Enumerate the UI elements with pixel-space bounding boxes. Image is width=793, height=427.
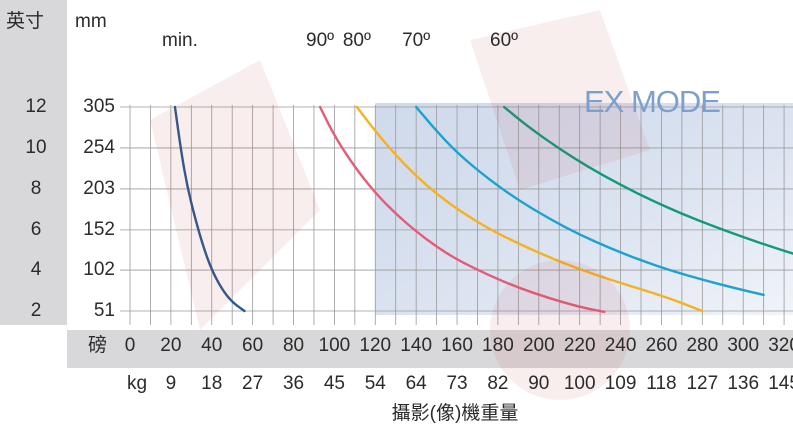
x-tick-label-lb: 220 (563, 335, 596, 356)
y-tick-label-mm: 102 (83, 259, 115, 281)
x-tick-label-lb: 20 (160, 335, 182, 356)
x-tick-label-lb: 60 (242, 335, 264, 356)
x-tick-label-kg: 90 (528, 373, 550, 394)
kg-unit-label: kg (127, 373, 148, 394)
x-tick-label-lb: 240 (604, 335, 637, 356)
y-tick-label-mm: 152 (83, 218, 115, 240)
series-line (318, 105, 606, 314)
x-tick-label-kg: 82 (487, 373, 509, 394)
x-tick-label-lb: 320 (768, 335, 793, 356)
series-line (502, 105, 793, 255)
x-tick-label-lb: 120 (359, 335, 392, 356)
x-tick-label-kg: 100 (563, 373, 596, 394)
x-tick-label-kg: 136 (727, 373, 760, 394)
series-line (414, 105, 765, 297)
y-tick-label-inch: 8 (30, 177, 42, 199)
x-tick-label-kg: 36 (282, 373, 305, 394)
x-tick-label-kg: 118 (646, 373, 677, 394)
inch-unit-label: 英寸 (6, 11, 45, 32)
y-tick-label-mm: 203 (83, 177, 115, 199)
x-tick-label-kg: 18 (201, 373, 223, 394)
x-tick-label-lb: 40 (201, 335, 223, 356)
x-tick-label-kg: 27 (242, 373, 264, 394)
y-axis-band (0, 0, 67, 325)
x-tick-label-kg: 127 (686, 373, 719, 394)
series-label: 90º (306, 30, 335, 51)
x-tick-label-kg: 73 (446, 373, 468, 394)
x-tick-label-lb: 260 (645, 335, 678, 356)
x-tick-label-lb: 0 (124, 335, 136, 356)
x-tick-label-lb: 140 (400, 335, 433, 356)
y-tick-label-inch: 10 (25, 136, 47, 158)
series-label: min. (162, 30, 198, 51)
series-label: 60º (490, 30, 519, 51)
x-axis-gutter (0, 330, 67, 368)
series-label: 70º (402, 30, 431, 51)
x-tick-label-lb: 280 (686, 335, 719, 356)
x-tick-label-kg: 54 (364, 373, 386, 394)
x-tick-label-kg: 9 (165, 373, 177, 394)
y-tick-label-inch: 6 (30, 218, 42, 240)
series-line (355, 105, 704, 313)
x-tick-label-lb: 200 (522, 335, 555, 356)
y-tick-label-mm: 51 (93, 300, 115, 321)
ex-mode-area (375, 102, 793, 315)
x-tick-label-kg: 145 (768, 373, 793, 394)
y-tick-label-mm: 305 (83, 96, 115, 117)
x-tick-label-lb: 80 (282, 335, 305, 356)
x-tick-label-kg: 109 (604, 373, 637, 394)
series-label: 80º (342, 30, 371, 51)
x-tick-label-kg: 45 (323, 373, 345, 394)
x-tick-label-lb: 160 (441, 335, 473, 356)
lb-unit-label: 磅 (88, 335, 108, 356)
x-axis-title: 攝影(像)機重量 (391, 403, 519, 424)
y-tick-label-inch: 2 (30, 300, 42, 321)
x-tick-label-kg: 64 (405, 373, 427, 394)
y-tick-label-inch: 12 (25, 96, 47, 117)
series-line (173, 105, 246, 313)
y-tick-label-inch: 4 (30, 259, 42, 281)
mm-unit-label: mm (75, 11, 107, 32)
x-tick-label-lb: 100 (318, 335, 351, 356)
x-tick-label-lb: 180 (482, 335, 514, 356)
x-axis-band (67, 330, 793, 368)
x-tick-label-lb: 300 (727, 335, 760, 356)
ex-mode-label: EX MODE (584, 84, 721, 119)
y-tick-label-mm: 254 (83, 136, 115, 158)
